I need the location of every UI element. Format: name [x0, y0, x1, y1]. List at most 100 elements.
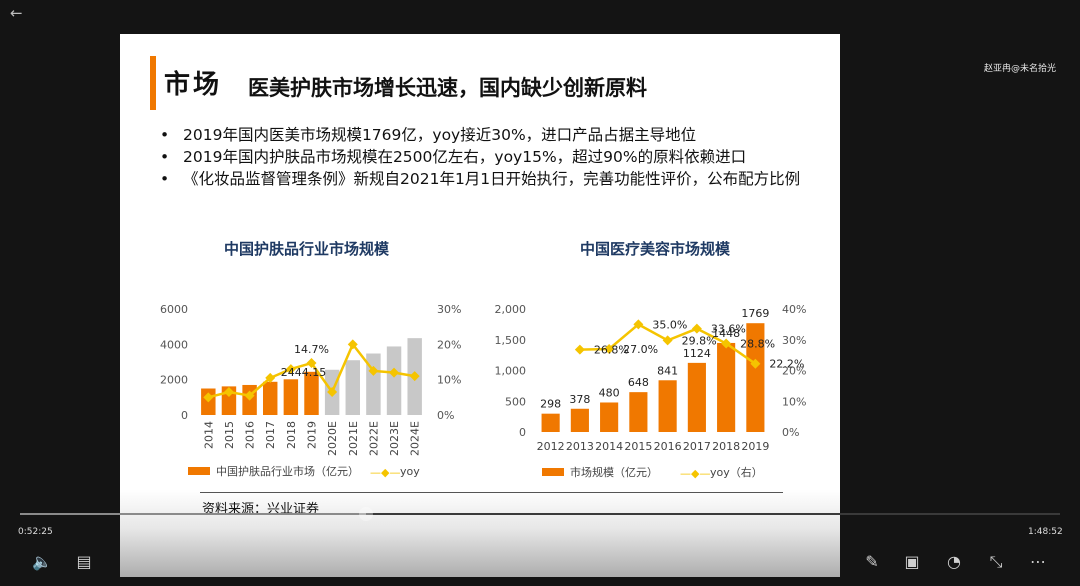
- bar-value-label: 378: [569, 393, 590, 406]
- y-left-tick-label: 6000: [160, 303, 188, 316]
- y-right-tick-label: 20%: [437, 338, 461, 351]
- bar-value-label: 298: [540, 398, 561, 411]
- x-tick-label: 2024E: [409, 421, 422, 456]
- picture-in-picture-icon[interactable]: ▣: [904, 552, 920, 571]
- yoy-point: [633, 319, 644, 330]
- x-tick-label: 2013: [566, 440, 594, 453]
- speed-icon[interactable]: ◔: [947, 552, 961, 571]
- bar: [600, 402, 619, 432]
- x-tick-label: 2019: [741, 440, 769, 453]
- bar-value-label: 841: [657, 364, 678, 377]
- bullet-symbol: •: [160, 170, 170, 188]
- bullet-item: • 2019年国内医美市场规模1769亿，yoy接近30%，进口产品占据主导地位: [158, 124, 818, 146]
- bar: [687, 362, 706, 432]
- x-tick-label: 2015: [223, 421, 236, 449]
- x-tick-label: 2014: [595, 440, 623, 453]
- y-right-tick-label: 40%: [782, 303, 806, 316]
- y-left-tick-label: 0: [181, 409, 188, 422]
- bar-value-label: 480: [599, 386, 620, 399]
- x-tick-label: 2016: [654, 440, 682, 453]
- bar: [717, 342, 736, 432]
- y-left-tick-label: 2,000: [495, 303, 527, 316]
- yoy-value-label: 27.0%: [623, 343, 658, 356]
- collapse-icon[interactable]: ⤡: [989, 552, 1003, 571]
- legend-label: yoy: [400, 465, 420, 478]
- bar: [570, 408, 589, 432]
- progress-bar[interactable]: [20, 507, 1060, 521]
- pen-icon[interactable]: ✎: [865, 552, 879, 571]
- yoy-point: [662, 335, 673, 346]
- volume-icon[interactable]: 🔈: [32, 552, 52, 571]
- bar-value-label: 1124: [683, 347, 711, 360]
- slide-subtitle: 医美护肤市场增长迅速，国内缺少创新原料: [248, 76, 647, 100]
- yoy-point: [691, 323, 702, 334]
- bar: [629, 392, 648, 432]
- yoy-point: [244, 390, 255, 401]
- source-divider: [200, 492, 783, 493]
- bullet-list: • 2019年国内医美市场规模1769亿，yoy接近30%，进口产品占据主导地位 …: [158, 124, 818, 190]
- x-tick-label: 2016: [244, 421, 257, 449]
- bullet-text: 《化妆品监督管理条例》新规自2021年1月1日开始执行，完善功能性评价，公布配方…: [183, 170, 801, 188]
- y-right-tick-label: 0%: [782, 426, 799, 439]
- yoy-point: [721, 338, 732, 349]
- total-time: 1:48:52: [1028, 527, 1063, 537]
- subtitles-icon[interactable]: ▤: [76, 552, 92, 571]
- x-tick-label: 2022E: [367, 421, 380, 456]
- x-tick-label: 2015: [624, 440, 652, 453]
- title-accent-bar: [150, 56, 156, 110]
- yoy-value-label: 26.8%: [594, 344, 629, 357]
- bar-value-label: 1769: [741, 307, 769, 320]
- x-tick-label: 2017: [264, 421, 277, 449]
- progress-fill: [20, 513, 367, 515]
- more-icon[interactable]: ⋯: [1030, 552, 1046, 571]
- back-arrow-icon[interactable]: ←: [10, 4, 23, 22]
- slide-title: 市场: [164, 70, 223, 100]
- presentation-slide: 市场 医美护肤市场增长迅速，国内缺少创新原料 • 2019年国内医美市场规模176…: [120, 34, 840, 577]
- yoy-point: [223, 387, 234, 398]
- y-left-tick-label: 1,500: [495, 334, 527, 347]
- yoy-point: [368, 365, 379, 376]
- yoy-point: [285, 364, 296, 375]
- yoy-point: [306, 358, 317, 369]
- legend-label: 市场规模（亿元）: [570, 465, 658, 479]
- bar: [386, 346, 402, 415]
- bullet-item: • 2019年国内护肤品市场规模在2500亿左右，yoy15%，超过90%的原料依…: [158, 146, 818, 168]
- y-right-tick-label: 0%: [437, 409, 454, 422]
- legend-label: yoy（右）: [710, 465, 763, 479]
- progress-knob[interactable]: [359, 507, 374, 521]
- x-tick-label: 2018: [712, 440, 740, 453]
- bullet-text: 2019年国内医美市场规模1769亿，yoy接近30%，进口产品占据主导地位: [183, 126, 697, 144]
- bar: [746, 323, 765, 432]
- y-right-tick-label: 30%: [437, 303, 461, 316]
- watermark: 赵亚冉@未名拾光: [984, 64, 1057, 74]
- x-tick-label: 2019: [306, 421, 319, 449]
- yoy-point: [347, 339, 358, 350]
- x-tick-label: 2017: [683, 440, 711, 453]
- yoy-value-label: 29.8%: [682, 334, 717, 347]
- skincare-market-chart: 0 2000 4000 6000 0% 10% 20% 30% 2014 2015 2016 2017…: [160, 303, 461, 479]
- bar: [263, 381, 278, 415]
- legend-swatch-bar: [188, 467, 210, 475]
- bar-value-label: 648: [628, 376, 649, 389]
- x-tick-label: 2012: [537, 440, 565, 453]
- x-tick-label: 2018: [285, 421, 298, 449]
- x-tick-label: 2021E: [347, 421, 360, 456]
- bar: [283, 379, 299, 415]
- yoy-value-label: 35.0%: [652, 318, 687, 331]
- x-tick-label: 2014: [202, 421, 215, 449]
- bullet-symbol: •: [160, 148, 170, 166]
- y-left-tick-label: 500: [505, 395, 526, 408]
- bullet-text: 2019年国内护肤品市场规模在2500亿左右，yoy15%，超过90%的原料依赖…: [183, 148, 747, 166]
- bar: [304, 371, 319, 415]
- chart1-title: 中国护肤品行业市场规模: [224, 240, 390, 258]
- bar-value-label: 2444.15: [281, 366, 327, 379]
- yoy-point: [750, 358, 761, 369]
- yoy-point: [265, 372, 276, 383]
- yoy-point: [604, 343, 615, 354]
- bar: [658, 380, 677, 432]
- yoy-value-label: 33.6%: [711, 323, 746, 336]
- yoy-value-label: 14.7%: [294, 343, 329, 356]
- y-right-tick-label: 20%: [782, 365, 806, 378]
